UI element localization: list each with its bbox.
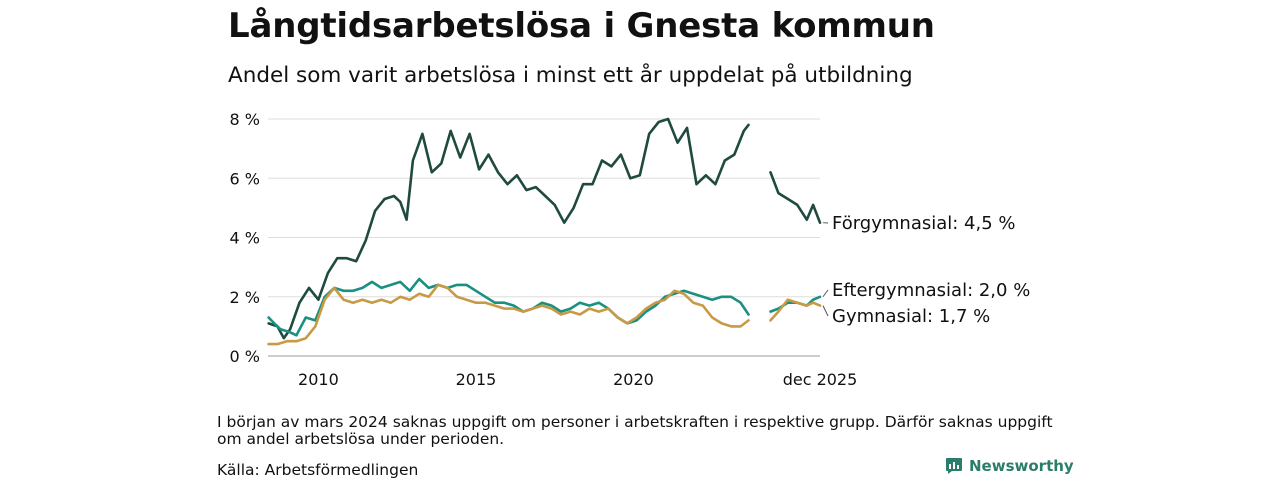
label-connector	[822, 305, 829, 317]
y-tick-label: 8 %	[230, 110, 260, 129]
y-tick-label: 6 %	[230, 169, 260, 188]
y-tick-label: 4 %	[230, 229, 260, 248]
x-tick-label: dec 2025	[783, 370, 858, 389]
newsworthy-icon	[946, 458, 962, 474]
chart-subtitle: Andel som varit arbetslösa i minst ett å…	[228, 63, 913, 88]
y-tick-label: 2 %	[230, 288, 260, 307]
series-line	[267, 277, 750, 337]
y-axis: 0 % 2 % 4 % 6 % 8 %	[230, 110, 260, 366]
grid-layer	[268, 118, 820, 357]
label-connector	[822, 289, 829, 298]
chart-title: Långtidsarbetslösa i Gnesta kommun	[228, 6, 935, 46]
series-layer	[267, 117, 822, 346]
series-labels: Förgymnasial: 4,5 % Eftergymnasial: 2,0 %…	[822, 213, 1030, 327]
source-text: Källa: Arbetsförmedlingen	[217, 461, 419, 479]
series-line	[769, 171, 822, 224]
series-end-label: Eftergymnasial: 2,0 %	[832, 280, 1030, 301]
series-end-label: Förgymnasial: 4,5 %	[832, 213, 1016, 234]
x-tick-label: 2020	[613, 370, 654, 389]
footnote: I början av mars 2024 saknas uppgift om …	[217, 413, 1053, 448]
series-end-label: Gymnasial: 1,7 %	[832, 306, 990, 327]
newsworthy-logo[interactable]: Newsworthy	[945, 457, 1074, 475]
series-line	[267, 117, 750, 340]
series-line	[769, 298, 822, 322]
x-axis: 2010 2015 2020 dec 2025	[298, 370, 857, 389]
newsworthy-brand-name: Newsworthy	[969, 457, 1074, 475]
x-tick-label: 2010	[298, 370, 339, 389]
x-tick-label: 2015	[456, 370, 497, 389]
line-chart: 0 % 2 % 4 % 6 % 8 % 2010 2015 2020 dec 2025 För…	[230, 110, 1031, 389]
series-line	[267, 283, 750, 346]
y-tick-label: 0 %	[230, 347, 260, 366]
